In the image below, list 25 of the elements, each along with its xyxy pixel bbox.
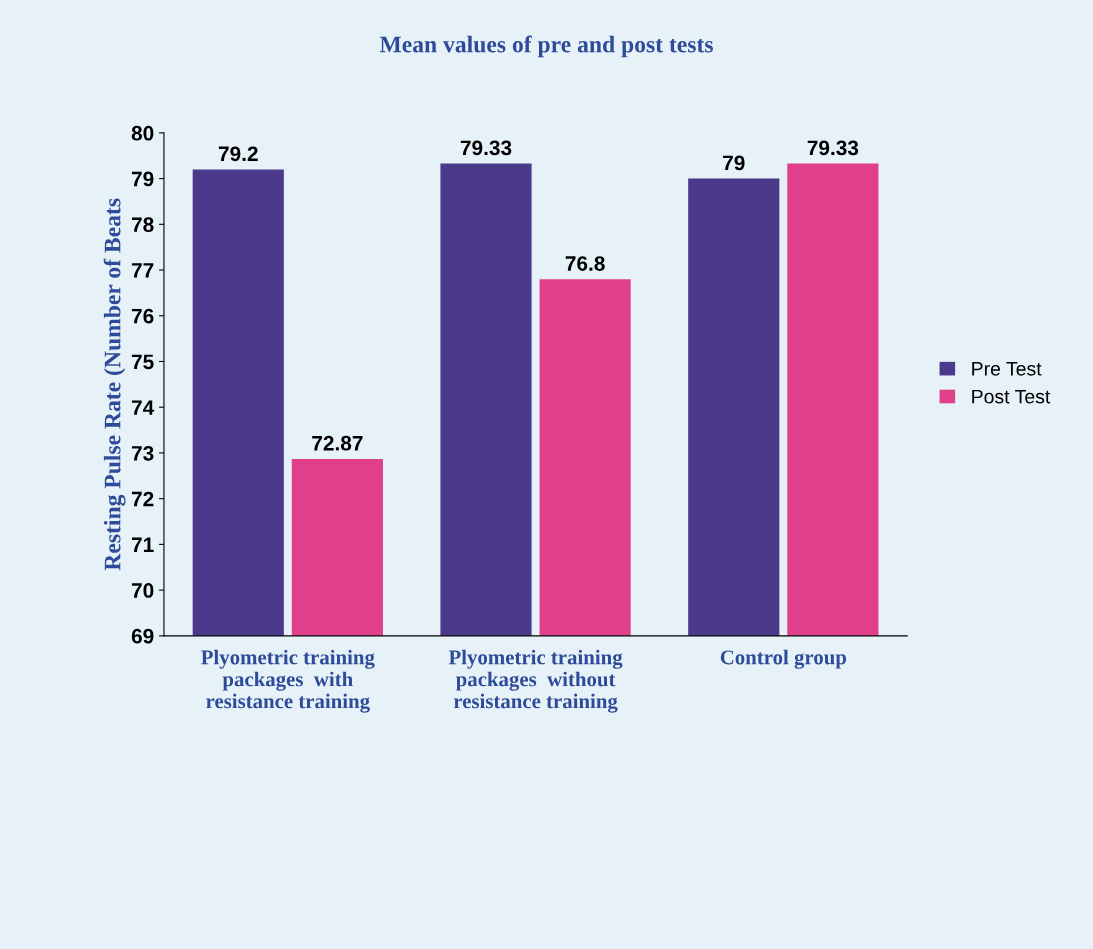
y-tick-label: 69 — [131, 628, 154, 644]
data-label: 79.33 — [807, 140, 859, 156]
y-tick-label: 70 — [131, 583, 154, 598]
data-label: 76.8 — [565, 256, 605, 271]
x-tick-label: Control group — [720, 649, 847, 669]
y-tick-label: 79 — [131, 171, 154, 187]
x-tick-label: Plyometric training packages without resistance training — [448, 649, 623, 713]
y-tick-label: 74 — [131, 400, 155, 415]
legend-label: Post Test — [972, 389, 1051, 404]
y-tick-label: 80 — [131, 125, 154, 141]
data-label: 79.33 — [460, 140, 512, 156]
data-label: 79.2 — [218, 146, 258, 162]
data-label: 79 — [723, 155, 745, 171]
y-tick-label: 73 — [131, 445, 154, 461]
chart-title: Mean values of pre and post tests — [379, 35, 713, 58]
y-tick-label: 78 — [131, 217, 154, 233]
y-tick-label: 77 — [131, 263, 154, 278]
legend-label: Pre Test — [972, 362, 1042, 376]
y-tick-label: 75 — [131, 354, 154, 370]
y-tick-label: 72 — [131, 491, 154, 507]
y-axis-title: Resting Pulse Rate (Number of Beats — [103, 198, 126, 571]
data-label: 72.87 — [312, 435, 363, 451]
y-tick-label: 71 — [131, 537, 154, 552]
x-tick-label: Plyometric training packages with resistance training — [201, 649, 375, 713]
y-tick-label: 76 — [131, 308, 154, 324]
